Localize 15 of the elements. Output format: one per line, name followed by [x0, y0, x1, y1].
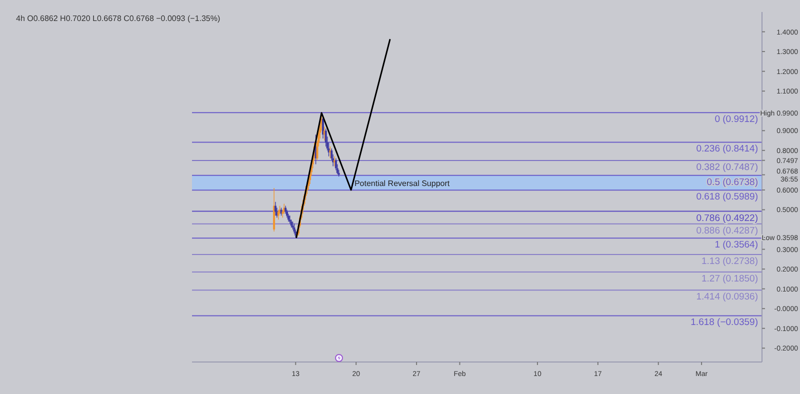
ref-line-label: 0.236 (0.8414): [696, 144, 758, 155]
ref-line-label: 1 (0.3564): [714, 240, 758, 251]
ref-line-label: 1.13 (0.2738): [701, 256, 758, 267]
ref-line-label: 0.886 (0.4287): [696, 225, 758, 236]
ref-line-label: 0 (0.9912): [714, 114, 758, 126]
text: 4h O0.6862 H0.7020 L0.6678 C0.6768 −0.0093 (−1.35%): [16, 14, 220, 23]
ref-line-label: 1.414 (0.0936): [696, 292, 758, 303]
ref-line-label: 1.27 (0.1850): [701, 274, 758, 285]
ref-line-label: 0.5 (0.6738): [706, 176, 758, 188]
ref-line-label: 0.618 (0.5989): [696, 192, 758, 203]
ref-line-label: 0.382 (0.7487): [696, 162, 758, 174]
ref-line-label: 1.618 (−0.0359): [690, 317, 758, 328]
ref-line-label: 0.786 (0.4922): [696, 212, 758, 224]
band-label: Potential Reversal Support: [354, 178, 450, 188]
candlestick: [273, 188, 276, 232]
